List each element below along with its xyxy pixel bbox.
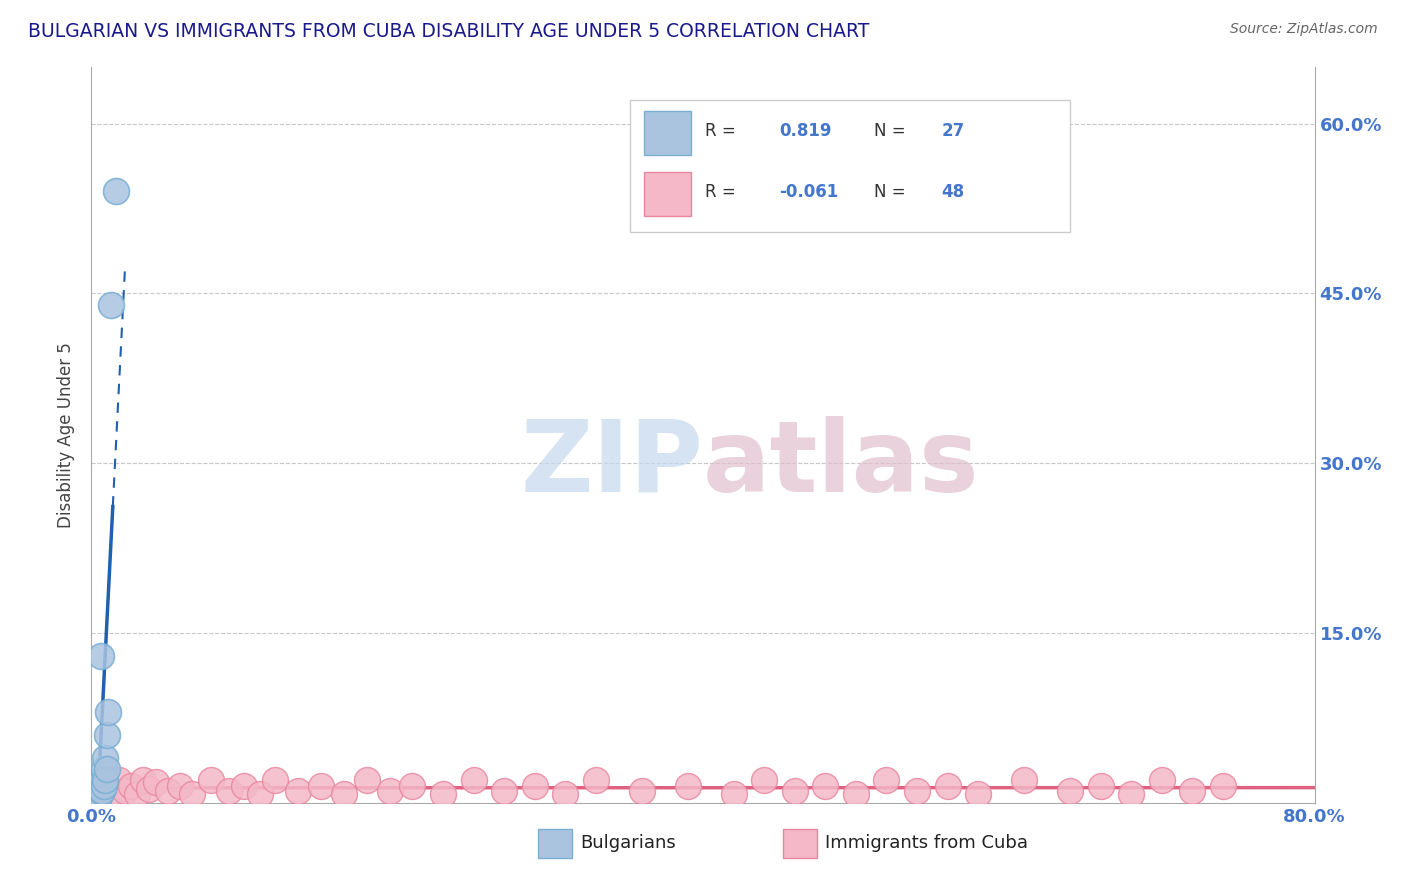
Point (378, 784, 401, 798)
Point (138, 782, 160, 797)
Point (87, 784, 110, 798)
Point (1150, 773, 1173, 788)
Point (84, 790, 107, 805)
Text: R =: R = (706, 183, 737, 201)
Point (356, 773, 378, 788)
Point (93, 779, 115, 793)
Text: Immigrants from Cuba: Immigrants from Cuba (825, 834, 1028, 852)
Point (84, 779, 107, 793)
Point (463, 773, 485, 788)
Point (83, 790, 105, 805)
Point (91, 773, 114, 788)
Point (86, 784, 108, 798)
Point (181, 787, 204, 801)
Point (120, 779, 142, 793)
Point (94, 773, 117, 788)
Point (86, 779, 108, 793)
Point (200, 773, 222, 788)
Point (218, 784, 240, 798)
Point (233, 779, 256, 793)
Point (1212, 779, 1234, 793)
Point (90, 784, 112, 798)
Point (93, 762, 115, 776)
Point (169, 779, 191, 793)
Text: R =: R = (706, 122, 737, 140)
Point (1121, 787, 1143, 801)
Point (83, 784, 105, 798)
Point (1059, 784, 1081, 798)
Text: N =: N = (875, 122, 905, 140)
Point (132, 773, 155, 788)
Text: 27: 27 (942, 122, 965, 140)
Point (100, 298, 122, 312)
Point (814, 779, 837, 793)
Point (127, 787, 149, 801)
Bar (783, 829, 817, 858)
Point (90, 784, 112, 798)
Point (84, 790, 107, 805)
Point (83, 790, 105, 805)
Point (87, 790, 110, 805)
Bar (644, 111, 690, 155)
Point (332, 787, 354, 801)
Text: BULGARIAN VS IMMIGRANTS FROM CUBA DISABILITY AGE UNDER 5 CORRELATION CHART: BULGARIAN VS IMMIGRANTS FROM CUBA DISABI… (28, 22, 869, 41)
Point (86, 790, 108, 805)
Point (87, 779, 110, 793)
Point (86, 790, 108, 805)
Bar (644, 172, 690, 216)
Point (97, 705, 120, 719)
Point (754, 773, 776, 788)
Text: 48: 48 (942, 183, 965, 201)
Point (94, 750, 117, 764)
FancyBboxPatch shape (630, 100, 1070, 233)
Point (905, 784, 928, 798)
Point (1090, 779, 1112, 793)
Point (90, 648, 112, 663)
Point (585, 773, 607, 788)
Bar (538, 829, 572, 858)
Point (108, 773, 131, 788)
Point (494, 784, 516, 798)
Point (936, 779, 959, 793)
Point (309, 779, 332, 793)
Point (432, 787, 454, 801)
Point (101, 787, 124, 801)
Point (845, 787, 868, 801)
Point (723, 787, 745, 801)
Point (114, 784, 136, 798)
Text: atlas: atlas (703, 416, 980, 513)
Point (264, 773, 287, 788)
Point (401, 779, 423, 793)
Text: 0.819: 0.819 (779, 122, 831, 140)
Point (1012, 773, 1035, 788)
Point (249, 787, 271, 801)
Text: Bulgarians: Bulgarians (581, 834, 676, 852)
Point (287, 784, 309, 798)
Point (875, 773, 898, 788)
Text: Source: ZipAtlas.com: Source: ZipAtlas.com (1230, 22, 1378, 37)
Point (967, 787, 990, 801)
Point (145, 775, 167, 789)
Y-axis label: Disability Age Under 5: Disability Age Under 5 (58, 342, 76, 528)
Point (676, 779, 699, 793)
Text: -0.061: -0.061 (779, 183, 838, 201)
Point (156, 784, 179, 798)
Text: ZIP: ZIP (520, 416, 703, 513)
Point (104, 185, 127, 199)
Point (783, 784, 806, 798)
Point (554, 787, 576, 801)
Point (96, 779, 118, 793)
Point (96, 762, 118, 776)
Point (631, 784, 654, 798)
Text: N =: N = (875, 183, 905, 201)
Point (96, 728, 118, 742)
Point (84, 784, 107, 798)
Point (523, 779, 546, 793)
Point (1181, 784, 1204, 798)
Point (91, 784, 114, 798)
